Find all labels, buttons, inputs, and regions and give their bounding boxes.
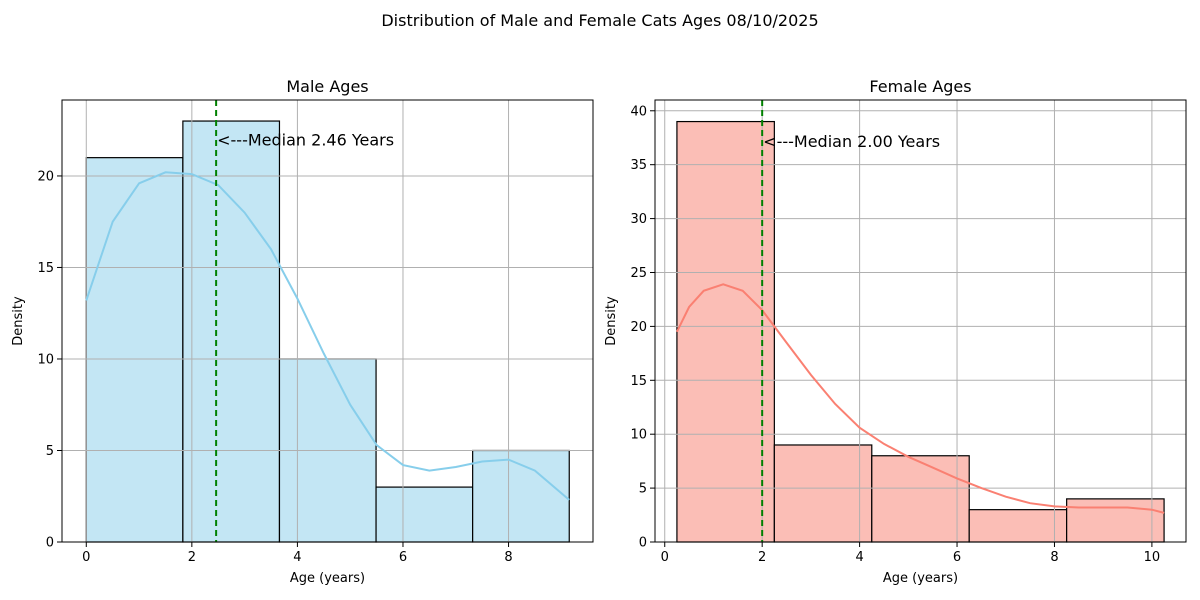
histogram-bar [1066, 498, 1165, 543]
kde-curve [676, 283, 1165, 514]
y-tick-label: 20 [37, 169, 54, 184]
y-tick-label: 5 [46, 444, 54, 459]
y-tick-label: 0 [639, 536, 647, 551]
x-axis-label: Age (years) [883, 571, 958, 586]
histogram-bar [773, 444, 873, 543]
y-tick-label: 40 [630, 104, 647, 119]
y-axis-label: Density [11, 296, 26, 346]
axes-frame [61, 99, 594, 543]
x-axis-label: Age (years) [290, 571, 365, 586]
y-tick-label: 10 [37, 352, 54, 367]
chart-panel-1: <---Median 2.46 Years 0 2 4 6 8 0 5 10 15 20 Male A… [11, 77, 594, 586]
kde-curve [85, 171, 570, 501]
histogram-bar [871, 455, 970, 543]
x-tick-label: 10 [1144, 550, 1161, 565]
figure-suptitle: Distribution of Male and Female Cats Age… [381, 11, 818, 30]
y-tick-label: 15 [37, 261, 54, 276]
x-tick-label: 4 [855, 550, 863, 565]
histogram-bar [676, 120, 775, 543]
y-tick-label: 20 [630, 320, 647, 335]
y-axis-label: Density [604, 296, 619, 346]
y-tick-label: 5 [639, 482, 647, 497]
x-tick-label: 6 [399, 550, 407, 565]
histogram-bar [375, 486, 474, 543]
axes-frame [654, 99, 1187, 543]
x-tick-label: 8 [504, 550, 512, 565]
panel-title: Male Ages [286, 77, 368, 96]
histogram-bar [85, 157, 184, 543]
histogram-bar [968, 509, 1068, 543]
y-tick-label: 0 [46, 536, 54, 551]
chart-panel-2: <---Median 2.00 Years 0 2 4 6 8 10 0 5 10 15 20 25 30… [604, 77, 1187, 586]
histogram-bar [182, 120, 281, 543]
y-tick-label: 30 [630, 212, 647, 227]
x-tick-label: 4 [293, 550, 301, 565]
x-tick-label: 0 [661, 550, 669, 565]
x-tick-label: 0 [82, 550, 90, 565]
y-tick-label: 25 [630, 266, 647, 281]
x-tick-label: 8 [1050, 550, 1058, 565]
x-tick-label: 2 [758, 550, 766, 565]
x-tick-label: 6 [953, 550, 961, 565]
x-tick-label: 2 [188, 550, 196, 565]
panel-title: Female Ages [869, 77, 971, 96]
median-annotation: <---Median 2.00 Years [763, 132, 940, 151]
median-annotation: <---Median 2.46 Years [217, 130, 394, 149]
y-tick-label: 15 [630, 374, 647, 389]
y-tick-label: 35 [630, 158, 647, 173]
y-tick-label: 10 [630, 428, 647, 443]
